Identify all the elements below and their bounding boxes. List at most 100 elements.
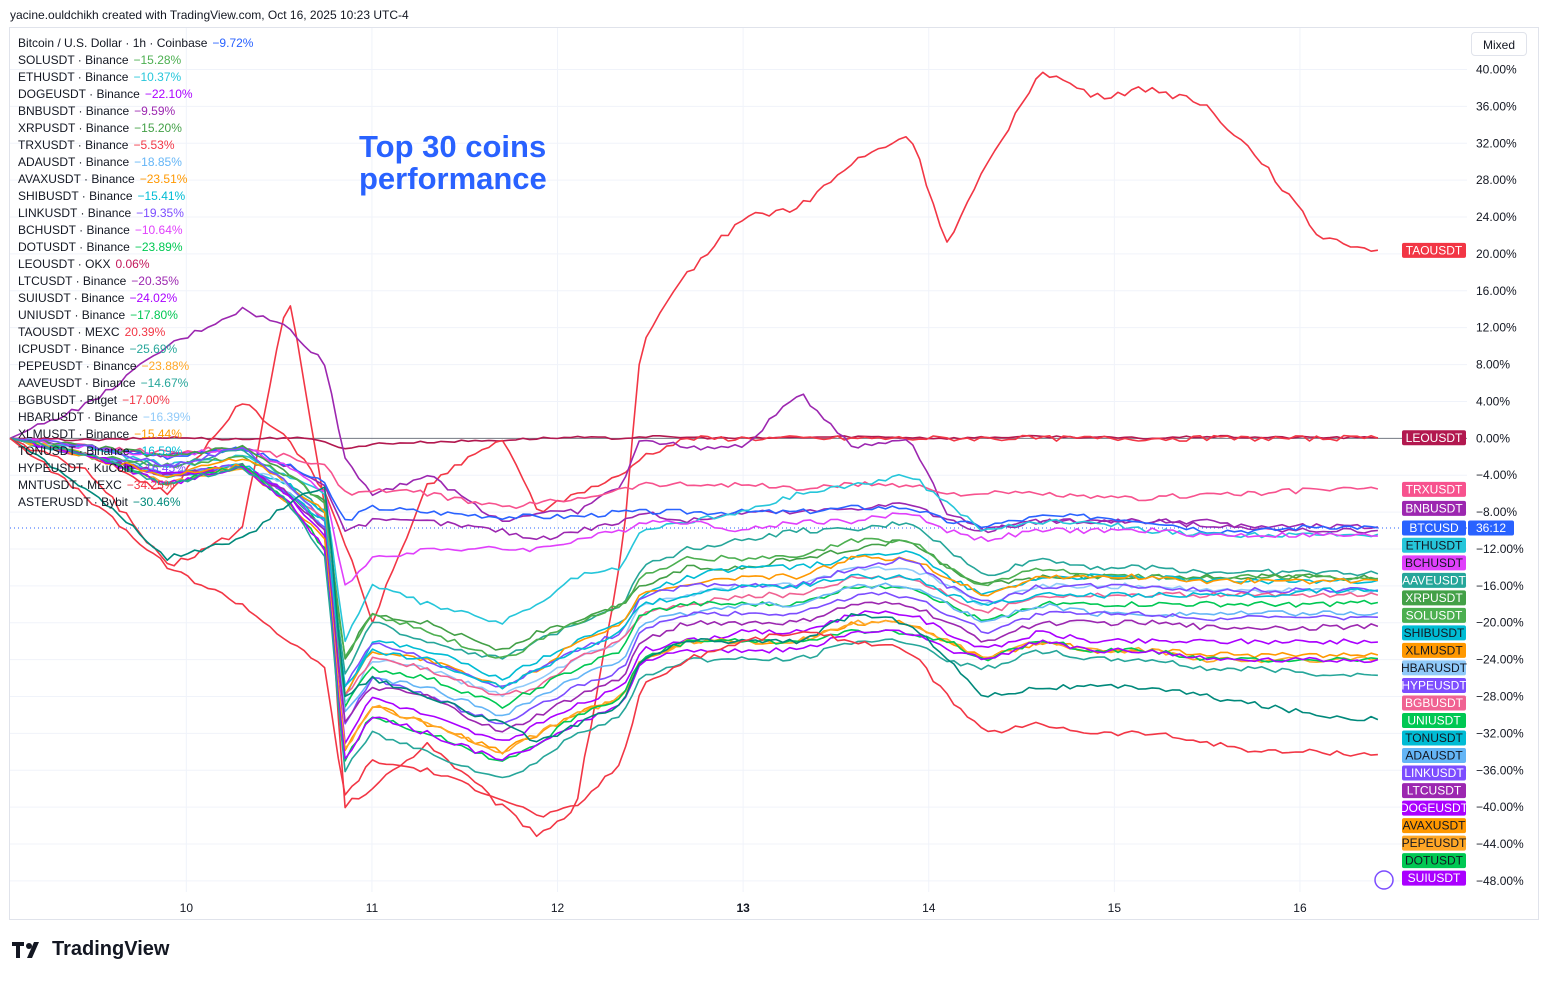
legend-symbol: XLMUSDT · Binance	[18, 427, 130, 441]
legend-change: −15.44%	[134, 427, 182, 441]
brand-name: TradingView	[52, 938, 170, 960]
legend-item[interactable]: DOTUSDT · Binance −23.89%	[18, 239, 253, 256]
chart-frame	[9, 27, 1539, 920]
series-line-asterusdt	[9, 437, 1379, 743]
legend-symbol: BGBUSDT · Bitget	[18, 393, 118, 407]
y-tick-label: −40.00%	[1476, 800, 1524, 814]
legend-symbol: ASTERUSDT · Bybit	[18, 495, 128, 509]
legend-symbol: LTCUSDT · Binance	[18, 274, 127, 288]
legend-item[interactable]: LTCUSDT · Binance −20.35%	[18, 273, 253, 290]
legend-item[interactable]: ICPUSDT · Binance −25.69%	[18, 341, 253, 358]
end-label-badge	[1402, 537, 1466, 553]
end-label-text: XLMUSDT	[1405, 643, 1463, 657]
legend-item[interactable]: SOLUSDT · Binance −15.28%	[18, 52, 253, 69]
y-tick-label: −48.00%	[1476, 874, 1524, 888]
end-label-badge	[1402, 590, 1466, 606]
legend-item[interactable]: BCHUSDT · Binance −10.64%	[18, 222, 253, 239]
x-tick-label: 12	[551, 901, 565, 915]
end-label-text: HYPEUSDT	[1401, 678, 1467, 692]
legend-change: −15.41%	[137, 189, 186, 203]
legend-item[interactable]: PEPEUSDT · Binance −23.88%	[18, 358, 253, 375]
footer-brand[interactable]: TradingView	[12, 938, 169, 961]
legend-item[interactable]: LEOUSDT · OKX 0.06%	[18, 256, 253, 273]
legend-change: −16.39%	[142, 410, 191, 424]
end-label-text: XRPUSDT	[1405, 591, 1463, 605]
legend-symbol: ADAUSDT · Binance	[18, 155, 130, 169]
legend-item[interactable]: AVAXUSDT · Binance −23.51%	[18, 171, 253, 188]
end-label-text: LINKUSDT	[1404, 766, 1464, 780]
legend-change: −5.53%	[133, 138, 175, 152]
y-tick-label: −32.00%	[1476, 726, 1524, 740]
tradingview-logo-icon	[12, 941, 39, 958]
end-label-text: ADAUSDT	[1405, 749, 1463, 763]
legend-item[interactable]: AAVEUSDT · Binance −14.67%	[18, 375, 253, 392]
legend-change: −19.35%	[136, 206, 184, 220]
end-label-badge	[1402, 572, 1466, 588]
legend-item[interactable]: BGBUSDT · Bitget −17.00%	[18, 392, 253, 409]
legend-change: −34.25%	[126, 478, 175, 492]
legend-symbol: SUIUSDT · Binance	[18, 291, 125, 305]
end-label-badge	[1402, 242, 1466, 258]
legend-item[interactable]: XRPUSDT · Binance −15.20%	[18, 120, 253, 137]
chart-legend: Bitcoin / U.S. Dollar · 1h · Coinbase −9.…	[18, 35, 253, 511]
legend-item[interactable]: BNBUSDT · Binance −9.59%	[18, 103, 253, 120]
legend-change: −9.72%	[212, 36, 254, 50]
y-tick-label: 8.00%	[1476, 358, 1510, 372]
end-label-text: TRXUSDT	[1406, 482, 1463, 496]
countdown-badge	[1468, 520, 1514, 536]
magic-icon[interactable]	[1374, 870, 1394, 890]
legend-item[interactable]: SHIBUSDT · Binance −15.41%	[18, 188, 253, 205]
annotation-line-2: performance	[359, 161, 547, 196]
end-label-text: LTCUSDT	[1407, 784, 1462, 798]
legend-item[interactable]: Bitcoin / U.S. Dollar · 1h · Coinbase −9.…	[18, 35, 253, 52]
chart-annotation: Top 30 coins performance	[359, 131, 547, 195]
series-line-tonusdt	[9, 437, 1379, 690]
y-tick-label: 20.00%	[1476, 247, 1517, 261]
series-line-icpusdt	[9, 437, 1378, 779]
legend-symbol: MNTUSDT · MEXC	[18, 478, 122, 492]
legend-item[interactable]: TONUSDT · Binance −16.59%	[18, 443, 253, 460]
legend-symbol: Bitcoin / U.S. Dollar · 1h · Coinbase	[18, 36, 208, 50]
end-label-badge	[1402, 712, 1466, 728]
y-tick-label: −20.00%	[1476, 616, 1524, 630]
y-tick-label: −8.00%	[1476, 505, 1517, 519]
end-label-badge	[1402, 783, 1466, 799]
series-line-bgbusdt	[9, 403, 1379, 624]
legend-change: −17.80%	[130, 308, 178, 322]
legend-change: −25.69%	[129, 342, 178, 356]
legend-item[interactable]: DOGEUSDT · Binance −22.10%	[18, 86, 253, 103]
end-label-badge	[1402, 660, 1466, 676]
legend-change: −15.20%	[134, 121, 182, 135]
legend-item[interactable]: ETHUSDT · Binance −10.37%	[18, 69, 253, 86]
end-label-badge	[1402, 555, 1466, 571]
legend-change: −30.46%	[132, 495, 181, 509]
end-label-text: ETHUSDT	[1406, 538, 1463, 552]
legend-change: 0.06%	[115, 257, 150, 271]
scale-mode-button[interactable]: Mixed	[1471, 32, 1527, 56]
countdown-timer: 36:12	[1476, 521, 1506, 535]
legend-symbol: LINKUSDT · Binance	[18, 206, 132, 220]
y-tick-label: −28.00%	[1476, 690, 1524, 704]
y-tick-label: −12.00%	[1476, 542, 1524, 556]
legend-item[interactable]: TRXUSDT · Binance −5.53%	[18, 137, 253, 154]
legend-item[interactable]: ADAUSDT · Binance −18.85%	[18, 154, 253, 171]
legend-item[interactable]: HBARUSDT · Binance −16.39%	[18, 409, 253, 426]
end-label-badge	[1402, 520, 1466, 536]
y-tick-label: 0.00%	[1476, 431, 1510, 445]
end-label-badge	[1402, 748, 1466, 764]
legend-item[interactable]: HYPEUSDT · KuCoin −16.45%	[18, 460, 253, 477]
legend-symbol: PEPEUSDT · Binance	[18, 359, 137, 373]
y-tick-label: 4.00%	[1476, 394, 1510, 408]
legend-item[interactable]: UNIUSDT · Binance −17.80%	[18, 307, 253, 324]
legend-item[interactable]: LINKUSDT · Binance −19.35%	[18, 205, 253, 222]
legend-item[interactable]: ASTERUSDT · Bybit −30.46%	[18, 494, 253, 511]
end-label-text: DOTUSDT	[1405, 854, 1464, 868]
legend-item[interactable]: TAOUSDT · MEXC 20.39%	[18, 324, 253, 341]
end-label-text: SHIBUSDT	[1404, 626, 1465, 640]
legend-item[interactable]: MNTUSDT · MEXC −34.25%	[18, 477, 253, 494]
legend-item[interactable]: XLMUSDT · Binance −15.44%	[18, 426, 253, 443]
legend-symbol: SHIBUSDT · Binance	[18, 189, 133, 203]
legend-item[interactable]: SUIUSDT · Binance −24.02%	[18, 290, 253, 307]
legend-symbol: HBARUSDT · Binance	[18, 410, 138, 424]
